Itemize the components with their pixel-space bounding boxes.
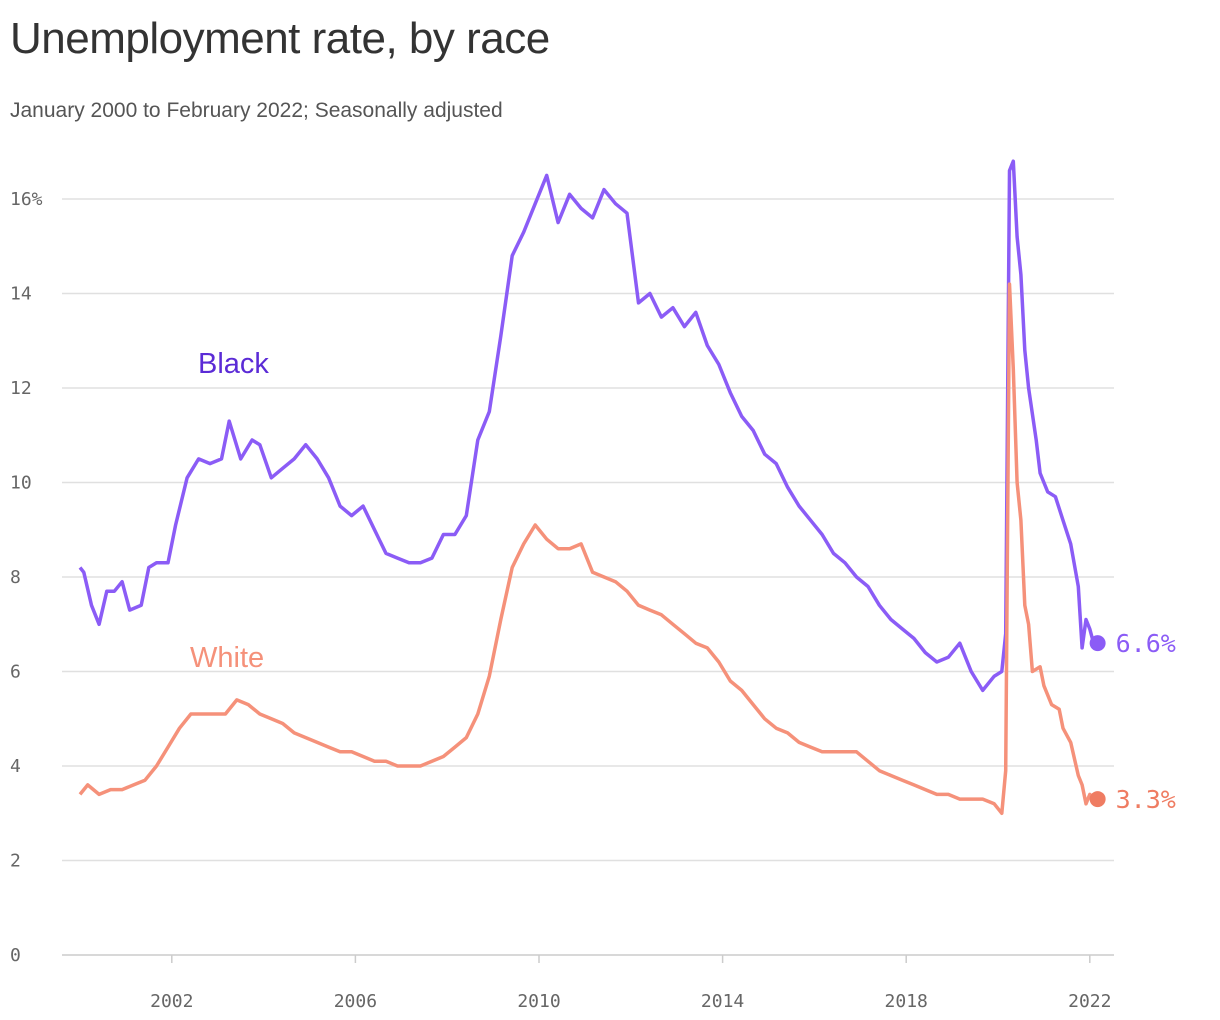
y-tick-label: 4	[10, 756, 21, 777]
gridlines	[62, 198, 1114, 956]
y-tick-label: 14	[10, 284, 32, 305]
chart-title: Unemployment rate, by race	[10, 14, 550, 63]
y-tick-label: 2	[10, 851, 21, 872]
y-tick-label: 16%	[10, 189, 43, 210]
series-line-white	[78, 282, 1095, 816]
x-tick-label: 2006	[334, 991, 377, 1012]
y-tick-label: 6	[10, 662, 21, 683]
chart-subtitle: January 2000 to February 2022; Seasonall…	[10, 99, 503, 122]
series-label-white: White	[190, 642, 264, 674]
y-tick-label: 10	[10, 473, 32, 494]
y-tick-label: 8	[10, 567, 21, 588]
x-tick-label: 2022	[1068, 991, 1111, 1012]
series-label-black: Black	[198, 348, 269, 380]
x-axis-ticks: 2002 2006 2010 2014 2018 2022	[150, 955, 1111, 1012]
end-point-white	[1089, 791, 1106, 808]
y-axis-ticks: 0 2 4 6 8 10 12 14 16%	[10, 189, 43, 966]
x-tick-label: 2002	[150, 991, 193, 1012]
x-tick-label: 2010	[517, 991, 560, 1012]
x-tick-label: 2018	[885, 991, 928, 1012]
y-tick-label: 0	[10, 945, 21, 966]
series-lines	[78, 159, 1096, 816]
x-tick-label: 2014	[701, 991, 744, 1012]
end-value-label-white: 3.3%	[1116, 785, 1176, 814]
end-point-black	[1089, 635, 1106, 652]
y-tick-label: 12	[10, 378, 32, 399]
series-line-black	[78, 159, 1096, 693]
end-value-label-black: 6.6%	[1116, 629, 1176, 658]
